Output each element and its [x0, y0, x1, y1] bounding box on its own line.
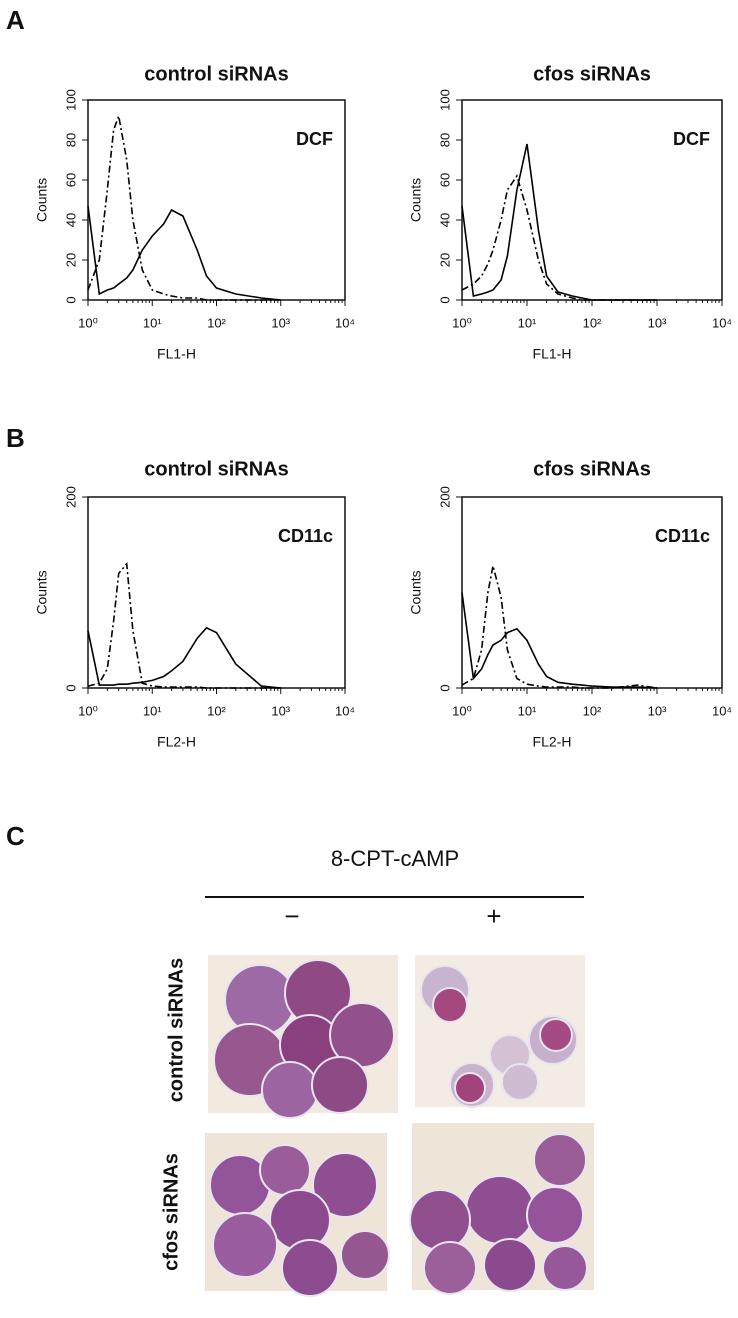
- panel-label: A: [6, 5, 25, 35]
- x-tick-label: 10²: [583, 315, 602, 330]
- micrograph: [208, 955, 398, 1119]
- y-tick-label: 40: [437, 213, 452, 227]
- y-tick-label: 40: [63, 213, 78, 227]
- annotation: CD11c: [655, 526, 710, 546]
- histogram-curve: [461, 174, 657, 301]
- x-tick-label: 10⁴: [712, 703, 732, 718]
- histogram-curve: [87, 561, 281, 689]
- histogram-curve: [87, 112, 281, 301]
- column-label: −: [284, 901, 299, 931]
- y-tick-label: 0: [63, 684, 78, 691]
- x-tick-label: 10⁰: [78, 315, 98, 330]
- x-tick-label: 10³: [271, 703, 290, 718]
- y-tick-label: 80: [437, 133, 452, 147]
- y-axis-label: Counts: [408, 570, 424, 614]
- histogram-curve: [87, 626, 281, 689]
- y-tick-label: 60: [63, 173, 78, 187]
- y-tick-label: 200: [437, 486, 452, 508]
- histogram-curve: [461, 592, 658, 689]
- x-tick-label: 10¹: [518, 703, 537, 718]
- histogram-curve: [461, 143, 657, 301]
- x-axis-label: FL1-H: [533, 346, 572, 362]
- x-tick-label: 10⁰: [452, 315, 472, 330]
- annotation: DCF: [296, 129, 333, 149]
- y-tick-label: 20: [437, 253, 452, 267]
- y-tick-label: 100: [437, 89, 452, 111]
- micrograph: [205, 1133, 390, 1297]
- y-axis-label: Counts: [34, 178, 50, 222]
- treatment-label: 8-CPT-cAMP: [331, 846, 459, 871]
- panel-label: B: [6, 423, 25, 453]
- x-axis-label: FL1-H: [157, 346, 196, 362]
- annotation: CD11c: [278, 526, 333, 546]
- x-tick-label: 10²: [207, 315, 226, 330]
- histogram-curve: [461, 565, 658, 689]
- y-tick-label: 60: [437, 173, 452, 187]
- chart-title: control siRNAs: [144, 458, 288, 480]
- x-tick-label: 10⁰: [452, 703, 472, 718]
- y-tick-label: 80: [63, 133, 78, 147]
- micrograph: [409, 1123, 594, 1295]
- x-tick-label: 10³: [648, 315, 667, 330]
- x-tick-label: 10³: [648, 703, 667, 718]
- y-tick-label: 0: [437, 296, 452, 303]
- x-tick-label: 10¹: [143, 703, 162, 718]
- chart-title: control siRNAs: [144, 63, 288, 85]
- chart-title: cfos siRNAs: [533, 458, 651, 480]
- x-axis-label: FL2-H: [533, 734, 572, 750]
- y-axis-label: Counts: [34, 570, 50, 614]
- x-tick-label: 10²: [207, 703, 226, 718]
- y-tick-label: 20: [63, 253, 78, 267]
- histogram-curve: [87, 205, 281, 301]
- row-label: control siRNAs: [165, 958, 187, 1102]
- x-tick-label: 10³: [271, 315, 290, 330]
- panel-label: C: [6, 821, 25, 851]
- y-axis-label: Counts: [408, 178, 424, 222]
- x-tick-label: 10⁴: [335, 703, 355, 718]
- y-tick-label: 200: [63, 486, 78, 508]
- annotation: DCF: [673, 129, 710, 149]
- x-axis-label: FL2-H: [157, 734, 196, 750]
- x-tick-label: 10¹: [143, 315, 162, 330]
- row-label: cfos siRNAs: [160, 1153, 182, 1271]
- column-label: +: [486, 901, 501, 931]
- micrograph: [415, 955, 585, 1108]
- y-tick-label: 0: [437, 684, 452, 691]
- x-tick-label: 10⁴: [335, 315, 355, 330]
- x-tick-label: 10¹: [518, 315, 537, 330]
- x-tick-label: 10²: [583, 703, 602, 718]
- chart-title: cfos siRNAs: [533, 63, 651, 85]
- y-tick-label: 0: [63, 296, 78, 303]
- x-tick-label: 10⁰: [78, 703, 98, 718]
- y-tick-label: 100: [63, 89, 78, 111]
- x-tick-label: 10⁴: [712, 315, 732, 330]
